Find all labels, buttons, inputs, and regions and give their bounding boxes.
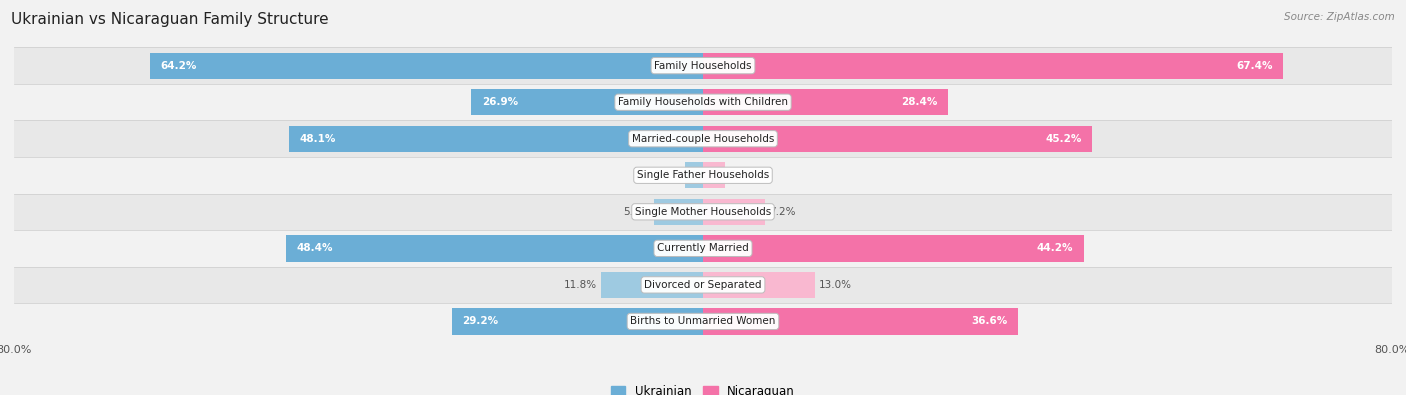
Text: 7.2%: 7.2% (769, 207, 796, 217)
Bar (471, 89, 703, 115)
Bar (14, 267, 1392, 303)
Text: 28.4%: 28.4% (901, 97, 938, 107)
Bar (288, 126, 703, 152)
Bar (14, 84, 1392, 120)
Text: Single Mother Households: Single Mother Households (636, 207, 770, 217)
Bar (14, 303, 1392, 340)
Text: 11.8%: 11.8% (564, 280, 598, 290)
Bar (150, 53, 703, 79)
Bar (685, 162, 703, 188)
Text: 29.2%: 29.2% (463, 316, 498, 326)
Text: Married-couple Households: Married-couple Households (631, 134, 775, 144)
Text: Source: ZipAtlas.com: Source: ZipAtlas.com (1284, 12, 1395, 22)
Text: 2.1%: 2.1% (654, 170, 681, 180)
Bar (287, 235, 703, 261)
Text: Currently Married: Currently Married (657, 243, 749, 253)
Bar (703, 308, 1018, 335)
Bar (14, 230, 1392, 267)
Text: 5.7%: 5.7% (623, 207, 650, 217)
Text: 64.2%: 64.2% (160, 61, 197, 71)
Bar (703, 162, 725, 188)
Text: Family Households with Children: Family Households with Children (619, 97, 787, 107)
Text: Single Father Households: Single Father Households (637, 170, 769, 180)
Text: Divorced or Separated: Divorced or Separated (644, 280, 762, 290)
Text: 13.0%: 13.0% (820, 280, 852, 290)
Bar (703, 272, 815, 298)
Text: Births to Unmarried Women: Births to Unmarried Women (630, 316, 776, 326)
Bar (14, 157, 1392, 194)
Bar (14, 47, 1392, 84)
Bar (703, 89, 948, 115)
Text: 45.2%: 45.2% (1046, 134, 1083, 144)
Bar (703, 235, 1084, 261)
Text: 36.6%: 36.6% (972, 316, 1008, 326)
Text: 48.4%: 48.4% (297, 243, 333, 253)
Bar (602, 272, 703, 298)
Text: 44.2%: 44.2% (1036, 243, 1073, 253)
Bar (703, 53, 1284, 79)
Text: 26.9%: 26.9% (482, 97, 517, 107)
Bar (654, 199, 703, 225)
Bar (14, 120, 1392, 157)
Bar (703, 126, 1092, 152)
Text: Ukrainian vs Nicaraguan Family Structure: Ukrainian vs Nicaraguan Family Structure (11, 12, 329, 27)
Text: 48.1%: 48.1% (299, 134, 336, 144)
Text: Family Households: Family Households (654, 61, 752, 71)
Bar (14, 194, 1392, 230)
Legend: Ukrainian, Nicaraguan: Ukrainian, Nicaraguan (612, 385, 794, 395)
Text: 67.4%: 67.4% (1237, 61, 1272, 71)
Bar (703, 199, 765, 225)
Bar (451, 308, 703, 335)
Text: 2.6%: 2.6% (730, 170, 756, 180)
